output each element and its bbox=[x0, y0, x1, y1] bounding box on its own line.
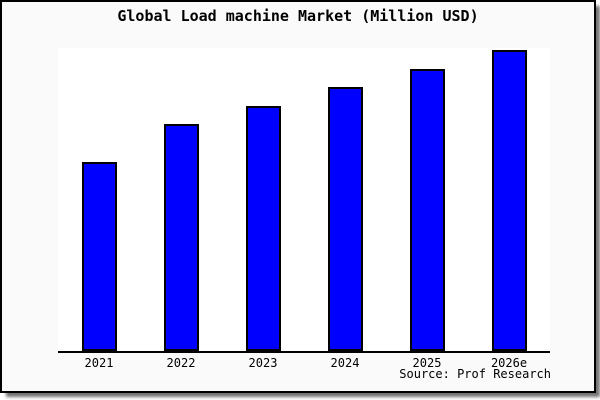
x-tick-2022: 2022 bbox=[166, 356, 196, 370]
x-tick-2021: 2021 bbox=[84, 356, 114, 370]
plot-area bbox=[58, 48, 550, 353]
bar-2025 bbox=[409, 68, 445, 351]
bar-2023 bbox=[245, 105, 281, 351]
x-tick-2023: 2023 bbox=[248, 356, 278, 370]
x-tick-2025: 2025 bbox=[412, 356, 442, 370]
x-tick-2026e: 2026e bbox=[490, 356, 528, 370]
bar-slot-2023 bbox=[222, 48, 304, 351]
bar-2022 bbox=[163, 124, 199, 351]
bar-slot-2022 bbox=[140, 48, 222, 351]
source-caption: Source: Prof Research bbox=[399, 367, 551, 381]
bar-slot-2025 bbox=[386, 48, 468, 351]
bar-slot-2021 bbox=[58, 48, 140, 351]
bar-slot-2026e bbox=[468, 48, 550, 351]
bar-2026e bbox=[491, 50, 527, 351]
bar-2024 bbox=[327, 87, 363, 351]
x-axis-tick-labels: 2021 2022 2023 2024 2025 2026e bbox=[58, 356, 550, 372]
bar-2021 bbox=[81, 161, 117, 351]
chart-figure: Global Load machine Market (Million USD)… bbox=[0, 0, 596, 393]
bar-slot-2024 bbox=[304, 48, 386, 351]
x-tick-2024: 2024 bbox=[330, 356, 360, 370]
chart-title: Global Load machine Market (Million USD) bbox=[117, 7, 479, 25]
